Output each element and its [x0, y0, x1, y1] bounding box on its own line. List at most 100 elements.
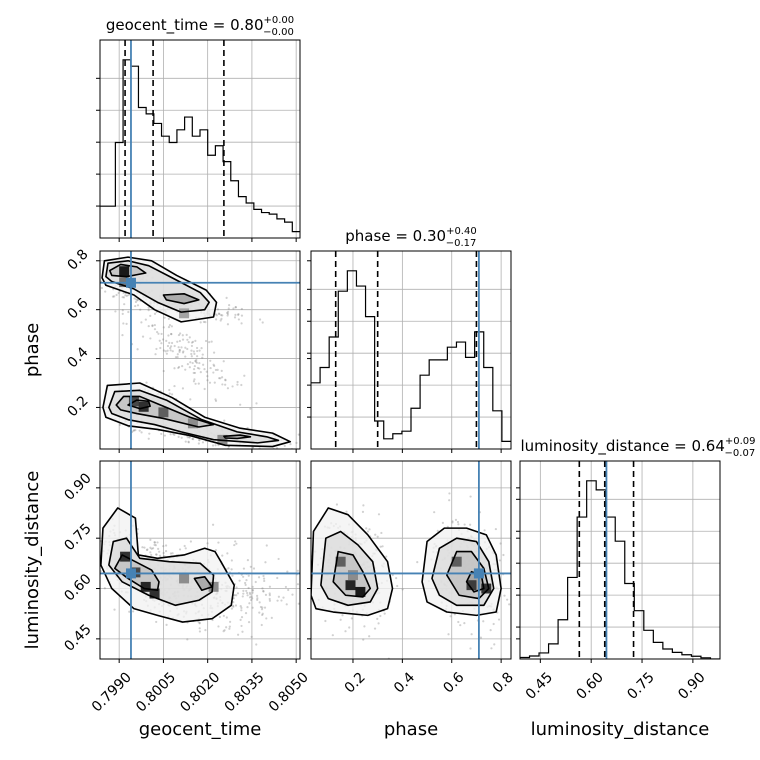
sample-point	[189, 361, 192, 364]
sample-point	[147, 325, 150, 328]
sample-point	[283, 449, 285, 451]
contour-line	[193, 575, 213, 592]
sample-point	[211, 444, 215, 447]
sample-point	[184, 355, 187, 358]
sample-point	[184, 440, 187, 443]
sample-point	[150, 553, 153, 556]
sample-point	[246, 591, 249, 595]
sample-point	[198, 349, 201, 352]
sample-point	[170, 333, 173, 336]
contour-line	[332, 550, 372, 598]
sample-point	[241, 595, 244, 598]
sample-point	[368, 528, 371, 531]
sample-point	[143, 546, 146, 549]
sample-point	[204, 321, 207, 324]
sample-point	[153, 312, 157, 315]
title-minus: −0.00	[263, 27, 294, 38]
sample-point	[195, 358, 198, 362]
sample-point	[245, 579, 248, 582]
sample-point	[285, 603, 288, 606]
sample-point	[96, 542, 98, 544]
sample-point	[282, 450, 284, 452]
sample-point	[247, 621, 251, 624]
sample-point	[502, 553, 505, 557]
sample-point	[344, 630, 347, 633]
sample-point	[139, 308, 142, 311]
sample-point	[187, 440, 190, 443]
contour-line	[320, 530, 379, 607]
sample-point	[493, 643, 496, 646]
sample-point	[141, 546, 144, 549]
sample-point	[111, 295, 115, 298]
sample-point	[234, 313, 237, 316]
sample-point	[308, 626, 310, 628]
sample-point	[242, 589, 245, 592]
sample-point	[153, 323, 156, 327]
y-tick-label-luminosity_distance: 0.75	[61, 521, 94, 554]
density-cell	[335, 556, 346, 567]
title-plus: +0.40	[446, 226, 477, 237]
sample-point	[168, 324, 172, 327]
sample-point	[183, 544, 186, 548]
sample-point	[149, 314, 152, 317]
sample-point	[189, 540, 192, 543]
sample-point	[225, 311, 229, 315]
sample-point	[240, 322, 243, 325]
sample-point	[233, 543, 236, 547]
sample-point	[231, 385, 234, 388]
x-tick-label-geocent_time: 0.8035	[222, 669, 268, 715]
x-tick-label-geocent_time: 0.8050	[266, 669, 312, 715]
sample-point	[296, 583, 300, 586]
sample-point	[160, 342, 163, 345]
x-tick-label-geocent_time: 0.7990	[89, 669, 135, 715]
y-tick-label-phase: 0.2	[65, 393, 92, 420]
hist-step-luminosity_distance	[520, 480, 720, 659]
x-tick-label-luminosity_distance: 0.90	[675, 669, 708, 702]
sample-point	[240, 314, 244, 317]
panel-frame	[99, 250, 301, 450]
sample-point	[167, 326, 171, 329]
sample-point	[132, 610, 135, 613]
sample-point	[180, 346, 183, 349]
sample-point	[163, 434, 166, 437]
sample-point	[220, 314, 223, 317]
sample-point	[284, 585, 288, 589]
sample-point	[118, 423, 121, 427]
x-tick-label-luminosity_distance: 0.75	[624, 669, 657, 702]
sample-point	[433, 511, 436, 514]
title-plus: +0.09	[725, 436, 756, 447]
sample-point	[250, 598, 253, 602]
sample-point	[153, 543, 156, 546]
title-minus: −0.17	[446, 238, 477, 249]
density-cell	[208, 581, 219, 592]
panel-phase__luminosity_distance	[310, 460, 512, 660]
sample-point	[218, 377, 221, 380]
sample-point	[233, 594, 236, 597]
sample-point	[209, 366, 212, 370]
panel-clip	[70, 461, 310, 659]
sample-point	[157, 547, 160, 550]
y-tick-label-luminosity_distance: 0.60	[61, 571, 94, 604]
y-axis-label-phase: phase	[22, 323, 43, 377]
sample-point	[164, 550, 168, 553]
sample-point	[239, 605, 242, 608]
sample-point	[324, 450, 326, 452]
sample-point	[192, 380, 196, 383]
sample-point	[172, 432, 175, 436]
x-tick-label-luminosity_distance: 0.45	[523, 669, 556, 702]
sample-point	[208, 341, 211, 344]
sample-point	[195, 346, 199, 350]
sample-point	[176, 356, 179, 359]
sample-point	[70, 523, 72, 525]
sample-point	[176, 340, 179, 343]
sample-point	[234, 305, 237, 309]
sample-point	[196, 355, 199, 358]
sample-point	[248, 591, 251, 594]
sample-point	[154, 353, 157, 356]
sample-point	[178, 548, 182, 551]
sample-point	[251, 588, 254, 592]
sample-point	[113, 608, 116, 611]
sample-point	[122, 296, 126, 299]
title-minus: −0.07	[725, 448, 756, 459]
sample-point	[223, 629, 226, 632]
